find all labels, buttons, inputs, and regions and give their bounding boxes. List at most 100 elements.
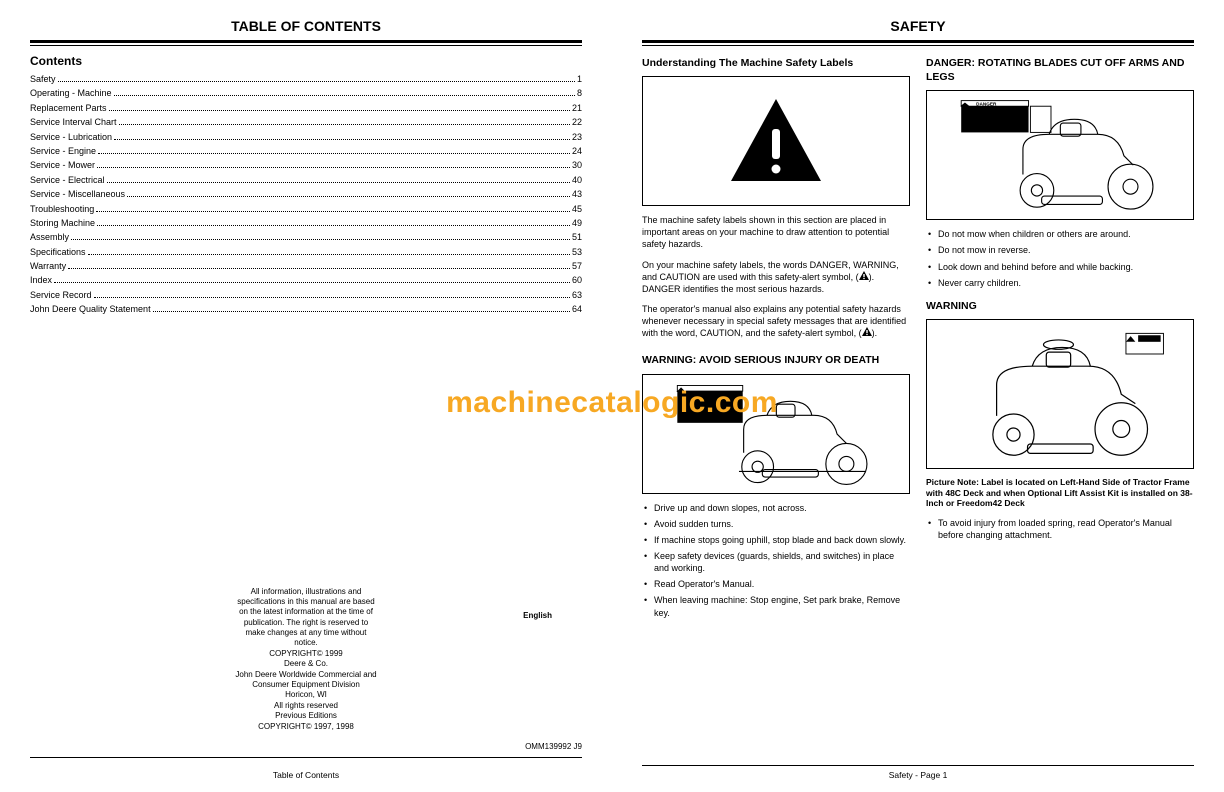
copyright-line: COPYRIGHT© 1997, 1998 bbox=[140, 722, 471, 732]
toc-dots bbox=[94, 297, 570, 298]
toc-page-number: 22 bbox=[572, 115, 582, 129]
section-warning-injury: WARNING: AVOID SERIOUS INJURY OR DEATH bbox=[642, 353, 910, 367]
copyright-line: COPYRIGHT© 1999 bbox=[140, 649, 471, 659]
tractor-danger-figure: DANGER bbox=[926, 90, 1194, 220]
toc-dots bbox=[107, 182, 570, 183]
copyright-line: Consumer Equipment Division bbox=[140, 680, 471, 690]
section-danger-blades: DANGER: ROTATING BLADES CUT OFF ARMS AND… bbox=[926, 56, 1194, 84]
toc-page-number: 23 bbox=[572, 130, 582, 144]
toc-label: John Deere Quality Statement bbox=[30, 302, 151, 316]
contents-heading: Contents bbox=[30, 54, 582, 68]
toc-page-number: 24 bbox=[572, 144, 582, 158]
section-understanding-labels: Understanding The Machine Safety Labels bbox=[642, 56, 910, 70]
header-rule bbox=[642, 40, 1194, 46]
toc-label: Operating - Machine bbox=[30, 86, 112, 100]
toc-page-number: 43 bbox=[572, 187, 582, 201]
toc-dots bbox=[98, 153, 570, 154]
bullet-item: Look down and behind before and while ba… bbox=[926, 261, 1194, 273]
tractor-warning2-icon bbox=[934, 324, 1187, 465]
svg-text:DANGER: DANGER bbox=[976, 101, 997, 106]
danger-bullet-list: Do not mow when children or others are a… bbox=[926, 228, 1194, 289]
toc-row: Service - Engine24 bbox=[30, 144, 582, 158]
toc-dots bbox=[109, 110, 570, 111]
toc-label: Safety bbox=[30, 72, 56, 86]
toc-label: Service - Miscellaneous bbox=[30, 187, 125, 201]
toc-row: Service - Mower 30 bbox=[30, 158, 582, 172]
tractor-illustration-icon: WARNING bbox=[650, 378, 903, 490]
toc-dots bbox=[68, 268, 570, 269]
toc-page-number: 51 bbox=[572, 230, 582, 244]
bullet-item: Drive up and down slopes, not across. bbox=[642, 502, 910, 514]
toc-label: Specifications bbox=[30, 245, 86, 259]
toc-dots bbox=[96, 211, 570, 212]
toc-label: Service - Mower bbox=[30, 158, 95, 172]
bullet-item: Never carry children. bbox=[926, 277, 1194, 289]
toc-page-number: 60 bbox=[572, 273, 582, 287]
para-danger-warning: On your machine safety labels, the words… bbox=[642, 259, 910, 295]
toc-dots bbox=[97, 225, 570, 226]
toc-row: Service Interval Chart 22 bbox=[30, 115, 582, 129]
bullet-item: Read Operator's Manual. bbox=[642, 578, 910, 590]
toc-row: Safety 1 bbox=[30, 72, 582, 86]
toc-label: Replacement Parts bbox=[30, 101, 107, 115]
safety-page-title: SAFETY bbox=[642, 18, 1194, 34]
toc-label: Service - Lubrication bbox=[30, 130, 112, 144]
copyright-line: Deere & Co. bbox=[140, 659, 471, 669]
toc-row: Storing Machine49 bbox=[30, 216, 582, 230]
bullet-item: Do not mow when children or others are a… bbox=[926, 228, 1194, 240]
tractor-warning-figure: WARNING bbox=[642, 374, 910, 494]
toc-list: Safety1Operating - Machine8Replacement P… bbox=[30, 72, 582, 317]
footer-language: English bbox=[523, 611, 552, 620]
toc-row: Replacement Parts 21 bbox=[30, 101, 582, 115]
toc-page-number: 8 bbox=[577, 86, 582, 100]
copyright-line: notice. bbox=[140, 638, 471, 648]
toc-label: Service Record bbox=[30, 288, 92, 302]
copyright-line: All information, illustrations and bbox=[140, 587, 471, 597]
left-footer-row: OMM139992 J9 English bbox=[30, 742, 582, 751]
para-labels-placed: The machine safety labels shown in this … bbox=[642, 214, 910, 250]
toc-row: Specifications 53 bbox=[30, 245, 582, 259]
toc-dots bbox=[114, 95, 575, 96]
toc-label: Service - Electrical bbox=[30, 173, 105, 187]
toc-row: Troubleshooting45 bbox=[30, 202, 582, 216]
toc-label: Troubleshooting bbox=[30, 202, 94, 216]
p3-text-b: ). bbox=[872, 328, 878, 338]
toc-page-number: 30 bbox=[572, 158, 582, 172]
copyright-line: specifications in this manual are based bbox=[140, 597, 471, 607]
toc-dots bbox=[153, 311, 570, 312]
toc-page-number: 53 bbox=[572, 245, 582, 259]
left-page: TABLE OF CONTENTS Contents Safety1Operat… bbox=[0, 0, 612, 792]
toc-page-number: 21 bbox=[572, 101, 582, 115]
section-warning: WARNING bbox=[926, 299, 1194, 313]
toc-page-number: 57 bbox=[572, 259, 582, 273]
toc-page-number: 63 bbox=[572, 288, 582, 302]
warning2-bullet-list: To avoid injury from loaded spring, read… bbox=[926, 517, 1194, 541]
toc-row: Assembly51 bbox=[30, 230, 582, 244]
toc-row: Service - Lubrication 23 bbox=[30, 130, 582, 144]
toc-page-number: 49 bbox=[572, 216, 582, 230]
toc-dots bbox=[114, 139, 570, 140]
alert-symbol-icon bbox=[862, 327, 872, 336]
toc-row: Warranty57 bbox=[30, 259, 582, 273]
column-left: Understanding The Machine Safety Labels … bbox=[642, 54, 910, 623]
toc-page-number: 1 bbox=[577, 72, 582, 86]
toc-dots bbox=[127, 196, 570, 197]
toc-row: Operating - Machine 8 bbox=[30, 86, 582, 100]
copyright-block: All information, illustrations andspecif… bbox=[140, 587, 471, 732]
footer-rule bbox=[30, 757, 582, 758]
bullet-item: If machine stops going uphill, stop blad… bbox=[642, 534, 910, 546]
right-footer: Safety - Page 1 bbox=[642, 765, 1194, 780]
toc-dots bbox=[97, 167, 570, 168]
two-column-layout: Understanding The Machine Safety Labels … bbox=[642, 54, 1194, 623]
toc-label: Service Interval Chart bbox=[30, 115, 117, 129]
copyright-line: make changes at any time without bbox=[140, 628, 471, 638]
copyright-line: Previous Editions bbox=[140, 711, 471, 721]
svg-text:WARNING: WARNING bbox=[692, 386, 715, 391]
toc-row: Service - Electrical40 bbox=[30, 173, 582, 187]
toc-row: Service - Miscellaneous 43 bbox=[30, 187, 582, 201]
toc-row: John Deere Quality Statement64 bbox=[30, 302, 582, 316]
toc-row: Service Record 63 bbox=[30, 288, 582, 302]
bullet-item: Do not mow in reverse. bbox=[926, 244, 1194, 256]
header-rule bbox=[30, 40, 582, 46]
copyright-line: All rights reserved bbox=[140, 701, 471, 711]
